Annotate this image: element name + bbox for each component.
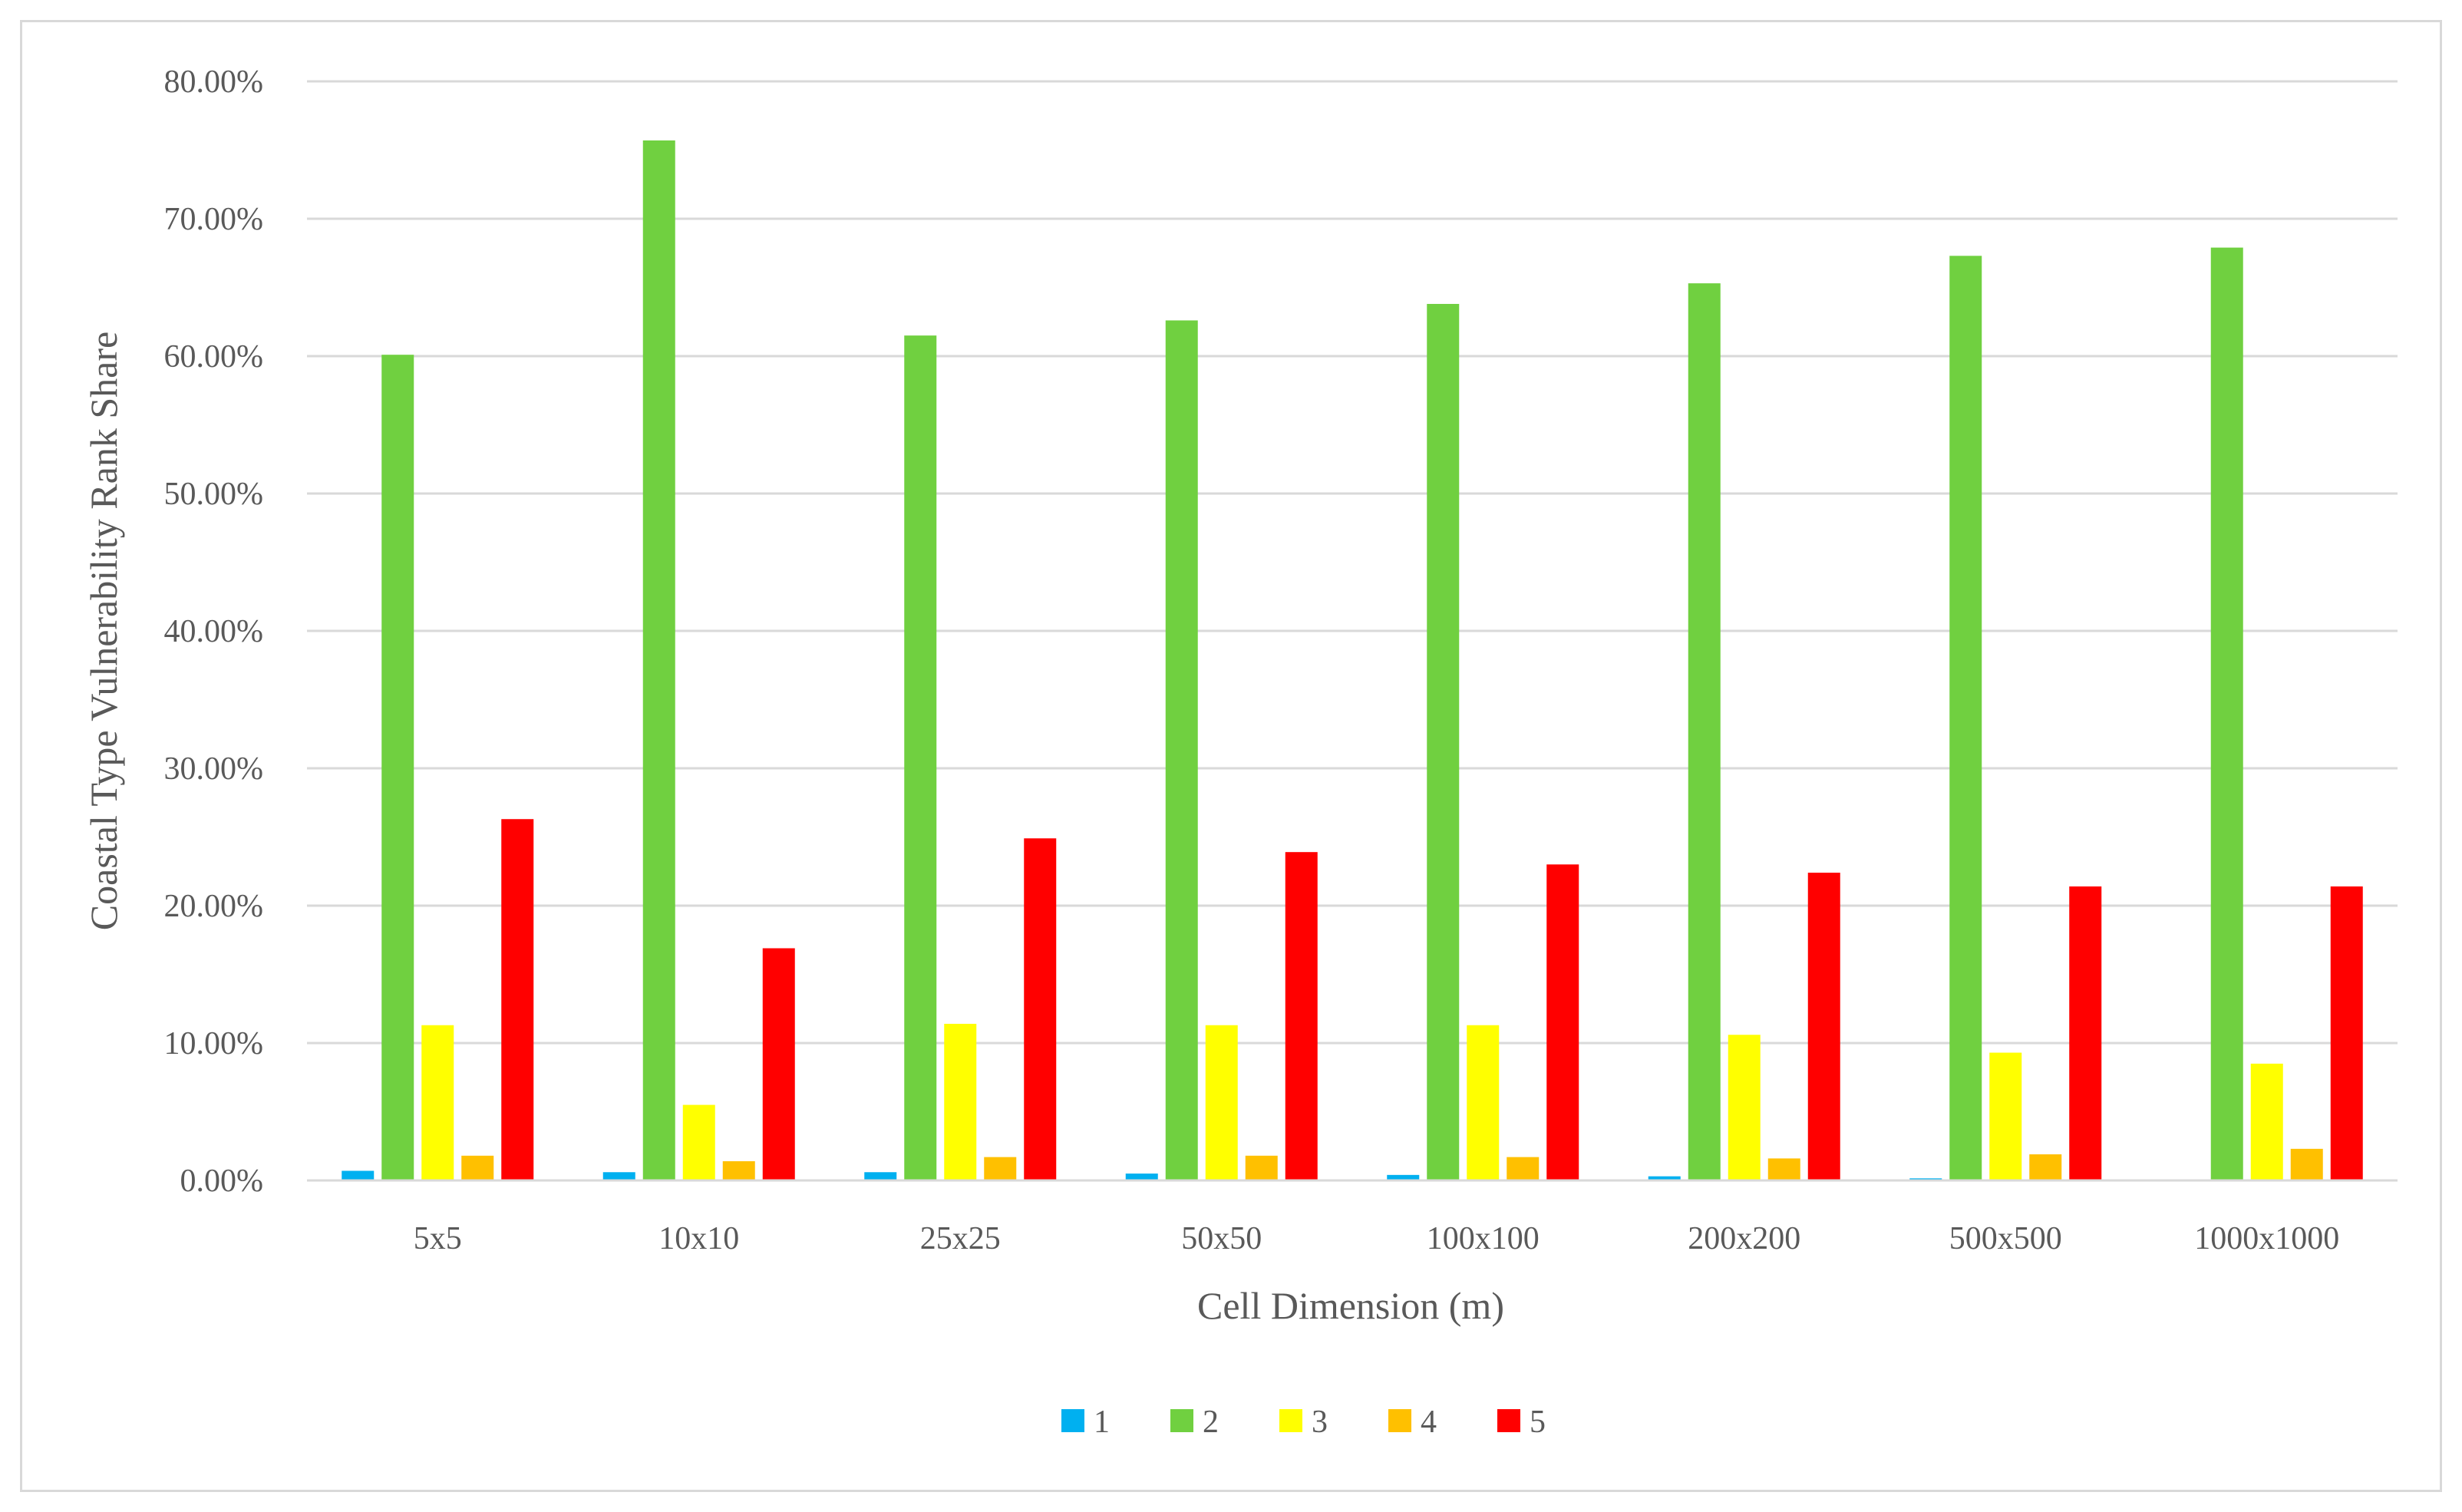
bar-series-4-50x50 (1245, 1155, 1278, 1180)
legend-swatch-5 (1497, 1409, 1520, 1432)
y-tick-label: 40.00% (164, 614, 264, 649)
x-axis-ticks: 5x5 10x10 25x25 50x50 100x100 200x200 500x500 1… (414, 1221, 2340, 1256)
bar-series-1-50x50 (1125, 1174, 1158, 1180)
bar-series-5-10x10 (762, 948, 795, 1180)
legend-swatch-3 (1279, 1409, 1302, 1432)
y-tick-label: 10.00% (164, 1026, 264, 1061)
bar-series-5-200x200 (1807, 873, 1840, 1180)
legend-swatch-2 (1170, 1409, 1193, 1432)
legend-label-2: 2 (1203, 1405, 1219, 1440)
bar-series-1-25x25 (864, 1172, 897, 1180)
x-tick-label: 5x5 (414, 1221, 462, 1256)
legend: 1 2 3 4 5 (1061, 1405, 1546, 1440)
bar-series-2-10x10 (642, 140, 675, 1181)
bar-series-5-25x25 (1024, 838, 1057, 1180)
bar-series-3-500x500 (1989, 1052, 2022, 1180)
bar-series-1-5x5 (342, 1170, 375, 1180)
bar-series-5-100x100 (1546, 864, 1579, 1180)
bar-series-4-200x200 (1767, 1158, 1800, 1180)
bar-series-3-100x100 (1467, 1025, 1500, 1180)
bar-series-5-50x50 (1285, 852, 1318, 1180)
y-axis-ticks: 0.00% 10.00% 20.00% 30.00% 40.00% 50.00% 60.00… (164, 64, 264, 1199)
x-tick-label: 100x100 (1427, 1221, 1540, 1256)
legend-label-4: 4 (1421, 1405, 1437, 1440)
legend-label-1: 1 (1094, 1405, 1110, 1440)
bar-series-3-200x200 (1728, 1035, 1761, 1180)
legend-swatch-4 (1388, 1409, 1411, 1432)
bar-series-3-25x25 (944, 1023, 977, 1180)
bar-series-3-1000x1000 (2250, 1063, 2283, 1180)
y-tick-label: 70.00% (164, 202, 264, 237)
bar-series-2-500x500 (1949, 256, 1982, 1181)
bar-series-3-50x50 (1205, 1025, 1238, 1180)
legend-swatch-1 (1061, 1409, 1084, 1432)
bar-series-4-100x100 (1507, 1157, 1540, 1180)
bar-series-2-1000x1000 (2210, 247, 2243, 1181)
x-axis-title: Cell Dimension (m) (1197, 1284, 1504, 1327)
bar-series-5-5x5 (501, 819, 534, 1180)
bar-series-5-1000x1000 (2330, 886, 2363, 1180)
bar-series-4-5x5 (461, 1155, 494, 1180)
y-tick-label: 60.00% (164, 339, 264, 375)
y-tick-label: 80.00% (164, 64, 264, 100)
x-tick-label: 200x200 (1688, 1221, 1800, 1256)
x-tick-label: 50x50 (1181, 1221, 1262, 1256)
y-tick-label: 50.00% (164, 477, 264, 512)
bar-series-1-10x10 (602, 1172, 635, 1180)
bar-series-2-25x25 (904, 335, 937, 1180)
bar-series-1-200x200 (1648, 1176, 1681, 1180)
x-tick-label: 500x500 (1949, 1221, 2062, 1256)
bar-series-4-10x10 (722, 1160, 755, 1180)
bar-series-4-500x500 (2029, 1154, 2062, 1180)
y-axis-title: Coastal Type Vulnerability Rank Share (82, 332, 125, 930)
bar-series-5-500x500 (2069, 886, 2102, 1180)
y-tick-label: 0.00% (180, 1164, 264, 1199)
bar-series-2-5x5 (381, 355, 414, 1181)
x-tick-label: 25x25 (920, 1221, 1001, 1256)
y-tick-label: 30.00% (164, 751, 264, 787)
bar-series-1-100x100 (1387, 1174, 1420, 1180)
bar-series-2-100x100 (1427, 303, 1460, 1181)
bars (307, 140, 2398, 1182)
x-tick-label: 1000x1000 (2194, 1221, 2339, 1256)
bar-series-4-1000x1000 (2290, 1148, 2323, 1180)
bar-series-4-25x25 (984, 1157, 1017, 1180)
bar-series-3-10x10 (682, 1104, 715, 1180)
legend-label-5: 5 (1530, 1405, 1546, 1440)
bar-series-2-200x200 (1688, 283, 1721, 1180)
bar-series-3-5x5 (421, 1025, 454, 1180)
legend-label-3: 3 (1312, 1405, 1328, 1440)
chart-frame (20, 20, 2442, 1492)
bar-series-2-50x50 (1165, 320, 1198, 1181)
y-tick-label: 20.00% (164, 889, 264, 924)
x-tick-label: 10x10 (658, 1221, 739, 1256)
